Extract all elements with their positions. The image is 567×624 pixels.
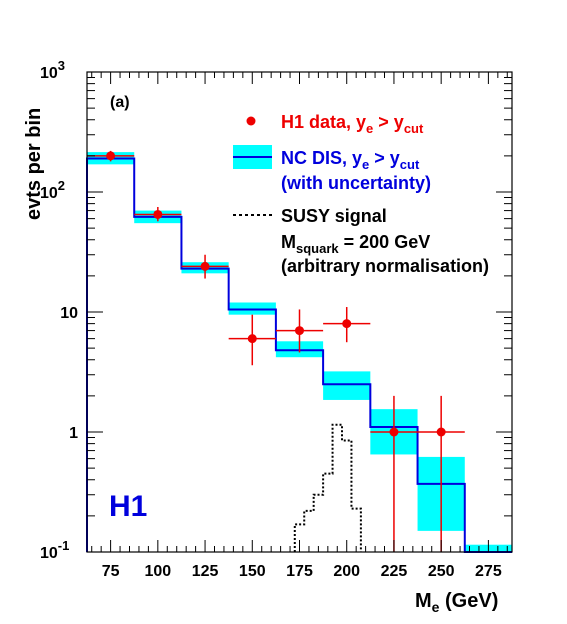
data-point xyxy=(295,326,304,336)
x-tick-label: 250 xyxy=(428,563,455,580)
legend-nc-line2: (with uncertainty) xyxy=(281,173,431,193)
data-point xyxy=(342,319,352,329)
x-tick-label: 75 xyxy=(102,563,120,580)
x-tick-label: 275 xyxy=(475,563,502,580)
y-axis-label: evts per bin xyxy=(23,108,45,220)
x-axis-ticks: 75 100 125 150 175 200 225 250 275 xyxy=(91,72,508,580)
susy-line xyxy=(293,423,362,552)
legend: H1 data, ye > ycut NC DIS, ye > ycut (wi… xyxy=(233,112,489,276)
data-point xyxy=(247,334,257,344)
y-tick-label: 1 xyxy=(69,425,78,442)
x-tick-label: 225 xyxy=(381,563,408,580)
y-tick-label: 10-1 xyxy=(40,538,69,562)
nc-dis-line xyxy=(86,157,512,553)
x-tick-label: 150 xyxy=(239,563,266,580)
x-tick-label: 100 xyxy=(144,563,171,580)
panel-label: (a) xyxy=(110,94,130,111)
legend-susy-mass: Msquark = 200 GeV xyxy=(281,232,430,256)
data-point xyxy=(106,151,116,161)
y-tick-label: 102 xyxy=(40,178,65,202)
nc-dis-band xyxy=(323,371,371,400)
data-point xyxy=(436,427,446,437)
legend-data-label: H1 data, ye > ycut xyxy=(281,112,424,136)
y-tick-label: 103 xyxy=(40,58,65,82)
nc-dis-histogram xyxy=(86,157,512,553)
x-tick-label: 175 xyxy=(286,563,313,580)
x-axis-label: Me (GeV) xyxy=(415,590,498,615)
data-point xyxy=(153,209,163,219)
legend-data-marker xyxy=(246,116,256,126)
data-point xyxy=(200,261,210,271)
legend-susy-norm: (arbitrary normalisation) xyxy=(281,256,489,276)
legend-susy-label: SUSY signal xyxy=(281,206,387,226)
x-tick-label: 200 xyxy=(333,563,360,580)
data-point xyxy=(389,427,399,437)
y-axis-ticks: 10-1 1 10 102 103 xyxy=(40,58,512,562)
x-tick-label: 125 xyxy=(192,563,219,580)
y-tick-label: 10 xyxy=(60,305,78,322)
h1-logo: H1 xyxy=(109,490,147,523)
legend-nc-label: NC DIS, ye > ycut xyxy=(281,148,420,172)
susy-signal-histogram xyxy=(293,423,362,552)
